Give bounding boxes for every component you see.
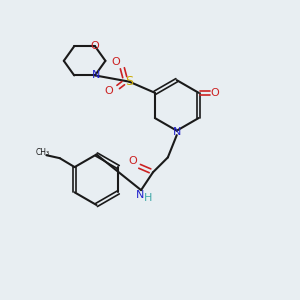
Text: O: O xyxy=(91,41,99,51)
Text: O: O xyxy=(111,57,120,67)
Text: O: O xyxy=(104,85,113,96)
Text: O: O xyxy=(129,156,137,166)
Text: N: N xyxy=(92,70,101,80)
Text: N: N xyxy=(172,127,181,137)
Text: O: O xyxy=(210,88,219,98)
Text: CH₃: CH₃ xyxy=(36,148,50,157)
Text: N: N xyxy=(135,190,144,200)
Text: H: H xyxy=(143,193,152,202)
Text: S: S xyxy=(125,75,133,88)
